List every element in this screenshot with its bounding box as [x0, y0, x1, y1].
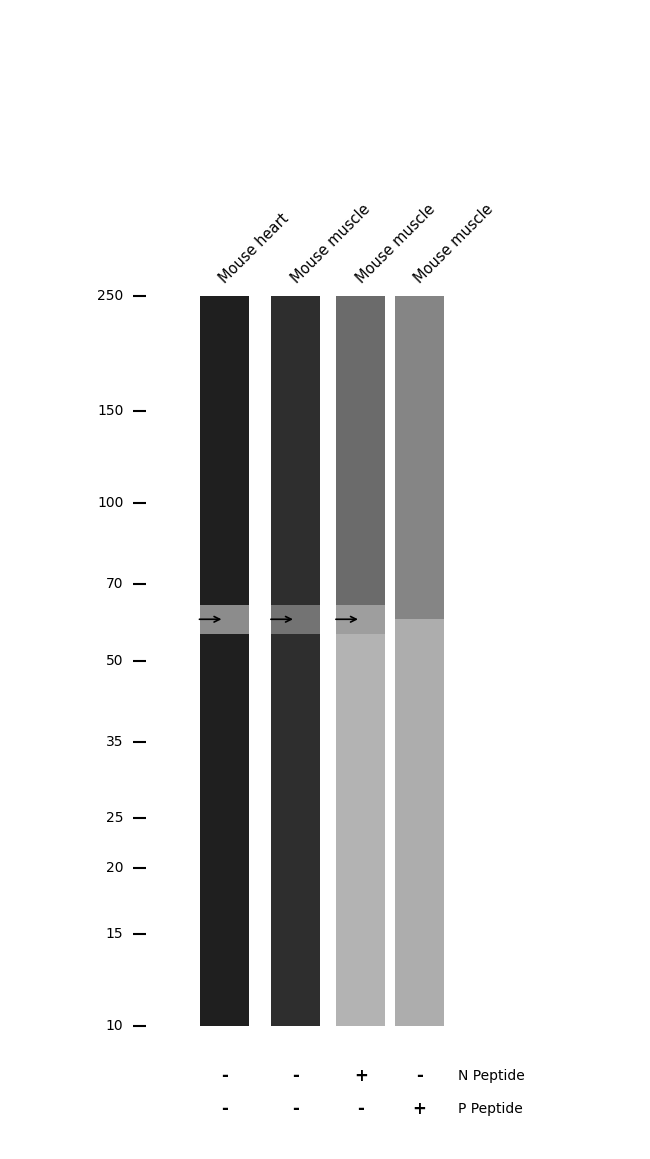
Text: 35: 35 — [106, 735, 124, 749]
Text: +: + — [412, 1100, 426, 1118]
Bar — [200, 605, 248, 634]
Text: 150: 150 — [97, 404, 124, 418]
Text: 100: 100 — [97, 496, 124, 510]
Text: 70: 70 — [106, 577, 124, 591]
Bar — [395, 619, 443, 1026]
Text: -: - — [358, 1100, 364, 1118]
Text: 250: 250 — [98, 289, 124, 302]
Text: -: - — [221, 1066, 228, 1085]
Bar — [337, 619, 385, 1026]
Text: Mouse muscle: Mouse muscle — [354, 202, 438, 286]
Text: Mouse muscle: Mouse muscle — [289, 202, 373, 286]
Text: 20: 20 — [106, 861, 124, 875]
Text: -: - — [292, 1066, 299, 1085]
Text: 25: 25 — [106, 811, 124, 825]
Bar — [337, 296, 385, 619]
Text: Mouse heart: Mouse heart — [217, 211, 292, 286]
Text: -: - — [221, 1100, 228, 1118]
Bar — [272, 605, 320, 634]
Text: P Peptide: P Peptide — [458, 1102, 523, 1116]
Text: -: - — [292, 1100, 299, 1118]
Text: 15: 15 — [106, 927, 124, 941]
Text: Mouse muscle: Mouse muscle — [412, 202, 497, 286]
Text: +: + — [354, 1066, 368, 1085]
Text: 50: 50 — [106, 654, 124, 668]
Text: -: - — [416, 1066, 422, 1085]
Text: N Peptide: N Peptide — [458, 1069, 525, 1083]
Bar — [337, 605, 385, 634]
Bar — [200, 296, 248, 1026]
Text: 10: 10 — [106, 1019, 124, 1033]
Bar — [272, 296, 320, 1026]
Bar — [395, 296, 443, 619]
